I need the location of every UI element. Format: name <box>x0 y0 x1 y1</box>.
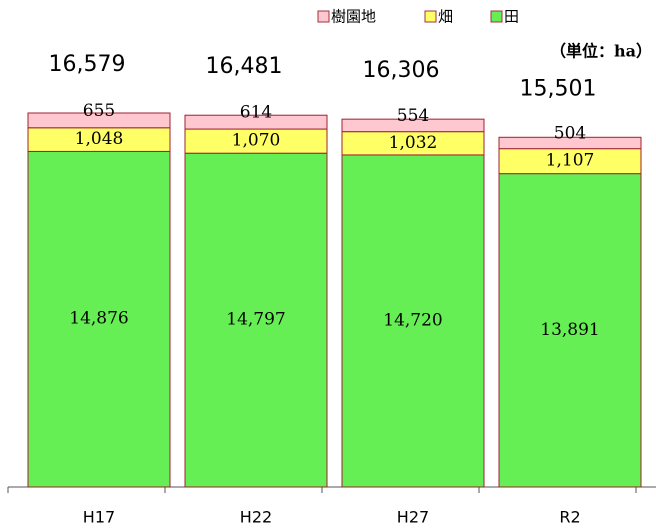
legend-label: 田 <box>504 8 519 26</box>
value-label: 655 <box>83 101 115 121</box>
legend-label: 樹園地 <box>331 8 376 26</box>
total-label: 16,481 <box>206 54 283 79</box>
legend-swatch <box>490 10 503 23</box>
x-tick-label: R2 <box>559 508 580 527</box>
legend-swatch <box>424 10 437 23</box>
value-label: 1,048 <box>75 129 124 149</box>
value-label: 13,891 <box>540 320 599 340</box>
bar-segment <box>498 148 642 175</box>
bar-segment <box>184 114 328 130</box>
total-label: 16,306 <box>363 58 440 83</box>
value-label: 1,032 <box>389 133 438 153</box>
value-label: 1,107 <box>546 151 595 171</box>
total-label: 15,501 <box>520 76 597 101</box>
value-label: 504 <box>554 123 586 143</box>
value-label: 14,797 <box>226 310 285 330</box>
x-tick-label: H22 <box>240 508 272 527</box>
total-label: 16,579 <box>49 52 126 77</box>
bar-segment <box>498 173 642 488</box>
legend-label: 畑 <box>438 8 453 26</box>
bar-segment <box>184 152 328 488</box>
unit-note: （単位：ha） <box>550 42 652 61</box>
bar-segment <box>341 154 485 488</box>
value-label: 1,070 <box>232 131 281 151</box>
value-label: 14,876 <box>69 309 128 329</box>
value-label: 614 <box>240 103 272 123</box>
x-tick-label: H17 <box>83 508 115 527</box>
bar-segment <box>27 150 171 488</box>
bar-segment <box>341 118 485 133</box>
value-label: 14,720 <box>383 310 442 330</box>
x-tick-label: H27 <box>397 508 429 527</box>
legend-swatch <box>317 10 330 23</box>
bar-segment <box>27 112 171 129</box>
value-label: 554 <box>397 106 429 126</box>
bar-segment <box>498 136 642 150</box>
